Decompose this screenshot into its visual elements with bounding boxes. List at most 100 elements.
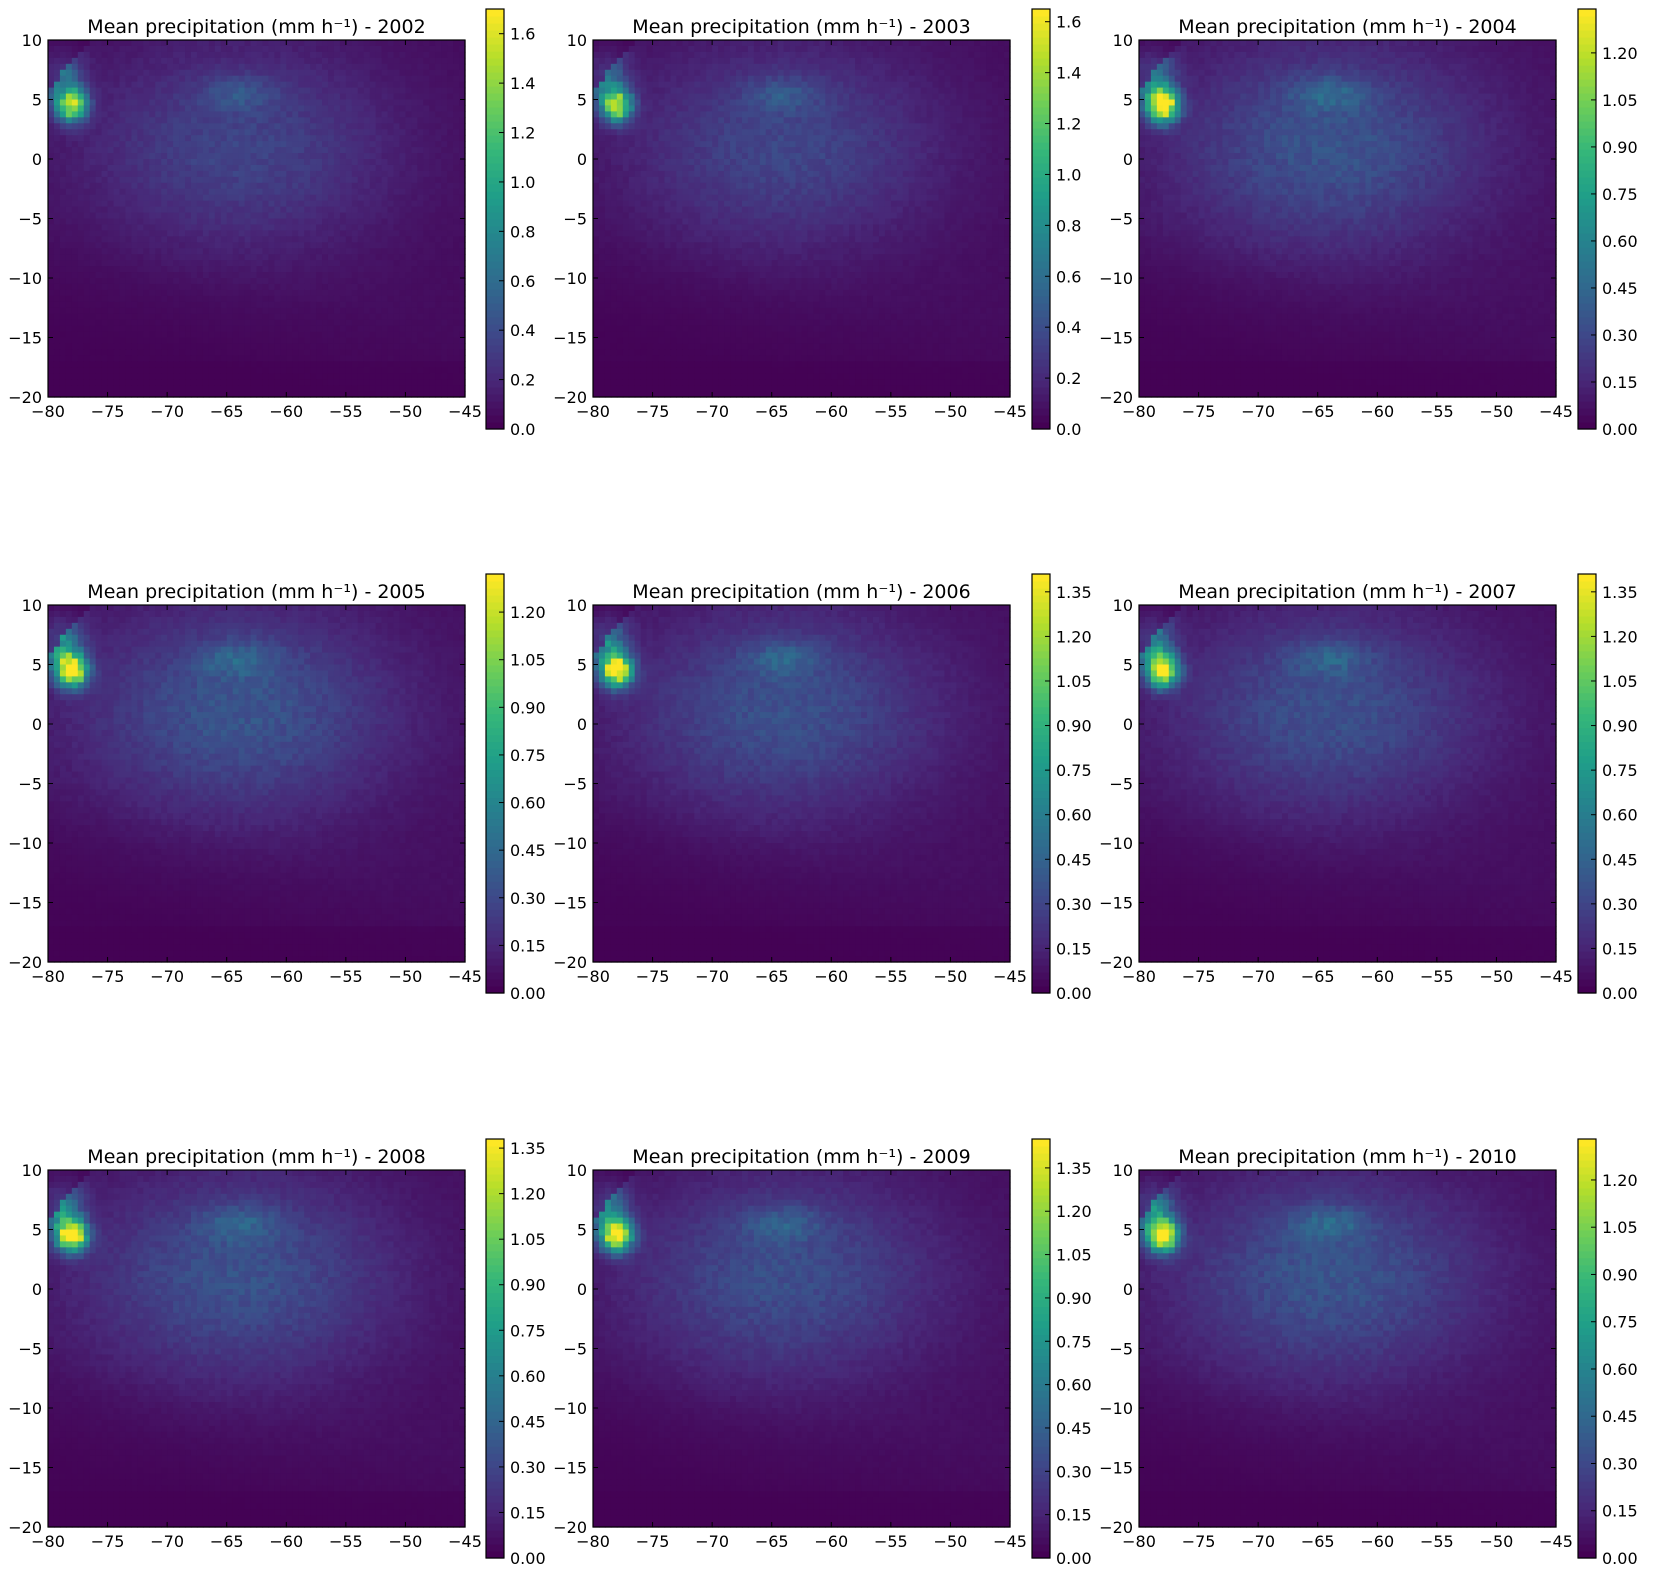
heatmap-cell [72, 254, 79, 261]
heatmap-cell [382, 242, 389, 249]
heatmap-cell [149, 296, 156, 303]
heatmap-cell [149, 88, 156, 95]
heatmap-cell [191, 278, 198, 285]
heatmap-cell [435, 248, 442, 255]
heatmap-cell [185, 290, 192, 297]
heatmap-cell [131, 290, 138, 297]
heatmap-cell [96, 284, 103, 291]
heatmap-cell [233, 230, 240, 237]
heatmap-cell [131, 135, 138, 142]
heatmap-cell [322, 260, 329, 267]
heatmap-cell [78, 296, 85, 303]
heatmap-cell [453, 260, 460, 267]
heatmap-cell [102, 320, 109, 327]
heatmap-cell [394, 332, 401, 339]
heatmap-cell [137, 320, 144, 327]
y-tick-label: −20 [8, 388, 42, 407]
heatmap-cell [233, 219, 240, 226]
heatmap-cell [179, 302, 186, 309]
heatmap-cell [125, 135, 132, 142]
colorbar-segment [486, 303, 504, 311]
heatmap-cell [114, 147, 121, 154]
heatmap-cell [334, 278, 341, 285]
heatmap-cell [352, 117, 359, 124]
heatmap-cell [173, 82, 180, 89]
heatmap-cell [423, 248, 430, 255]
heatmap-cell [239, 153, 246, 160]
heatmap-cell [286, 46, 293, 53]
heatmap-cell [257, 82, 264, 89]
heatmap-cell [399, 177, 406, 184]
heatmap-cell [209, 213, 216, 220]
heatmap-cell [352, 105, 359, 112]
heatmap-cell [441, 242, 448, 249]
heatmap-cell [423, 40, 430, 47]
heatmap-cell [143, 117, 150, 124]
heatmap-cell [358, 171, 365, 178]
heatmap-cell [245, 326, 252, 333]
heatmap-cell [405, 147, 412, 154]
heatmap-cell [215, 195, 222, 202]
heatmap-cell [370, 40, 377, 47]
heatmap-cell [131, 361, 138, 368]
heatmap-cell [346, 343, 353, 350]
heatmap-cell [280, 355, 287, 362]
heatmap-cell [209, 52, 216, 59]
heatmap-cell [209, 141, 216, 148]
heatmap-cell [257, 213, 264, 220]
heatmap-cell [239, 230, 246, 237]
heatmap-cell [209, 385, 216, 392]
heatmap-cell [233, 248, 240, 255]
heatmap-cell [108, 326, 115, 333]
heatmap-cell [137, 266, 144, 273]
heatmap-cell [221, 272, 228, 279]
heatmap-cell [161, 183, 168, 190]
heatmap-cell [394, 189, 401, 196]
heatmap-cell [143, 159, 150, 166]
heatmap-cell [245, 129, 252, 136]
heatmap-cell [435, 159, 442, 166]
heatmap-cell [143, 236, 150, 243]
heatmap-cell [388, 159, 395, 166]
heatmap-cell [298, 94, 305, 101]
heatmap-cell [203, 195, 210, 202]
heatmap-cell [96, 308, 103, 315]
heatmap-cell [364, 147, 371, 154]
heatmap-cell [364, 385, 371, 392]
heatmap-cell [417, 100, 424, 107]
heatmap-cell [149, 224, 156, 231]
heatmap-cell [78, 272, 85, 279]
heatmap-cell [84, 242, 91, 249]
heatmap-cell [119, 70, 126, 77]
heatmap-cell [370, 82, 377, 89]
heatmap-cell [316, 165, 323, 172]
heatmap-cell [54, 195, 61, 202]
heatmap-cell [453, 230, 460, 237]
heatmap-cell [388, 88, 395, 95]
heatmap-cell [280, 302, 287, 309]
heatmap-cell [143, 361, 150, 368]
heatmap-cell [149, 219, 156, 226]
heatmap-cell [417, 129, 424, 136]
heatmap-cell [435, 308, 442, 315]
heatmap-cell [435, 320, 442, 327]
heatmap-cell [90, 207, 97, 214]
heatmap-cell [131, 52, 138, 59]
heatmap-cell [423, 284, 430, 291]
heatmap-cell [352, 260, 359, 267]
heatmap-cell [411, 278, 418, 285]
heatmap-cell [399, 254, 406, 261]
heatmap-cell [131, 260, 138, 267]
heatmap-cell [292, 165, 299, 172]
heatmap-cell [316, 64, 323, 71]
heatmap-cell [137, 94, 144, 101]
heatmap-cell [286, 236, 293, 243]
heatmap-cell [292, 254, 299, 261]
heatmap-cell [185, 302, 192, 309]
heatmap-cell [441, 338, 448, 345]
heatmap-cell [423, 52, 430, 59]
heatmap-cell [322, 236, 329, 243]
heatmap-cell [137, 189, 144, 196]
heatmap-cell [161, 201, 168, 208]
heatmap-cell [423, 326, 430, 333]
